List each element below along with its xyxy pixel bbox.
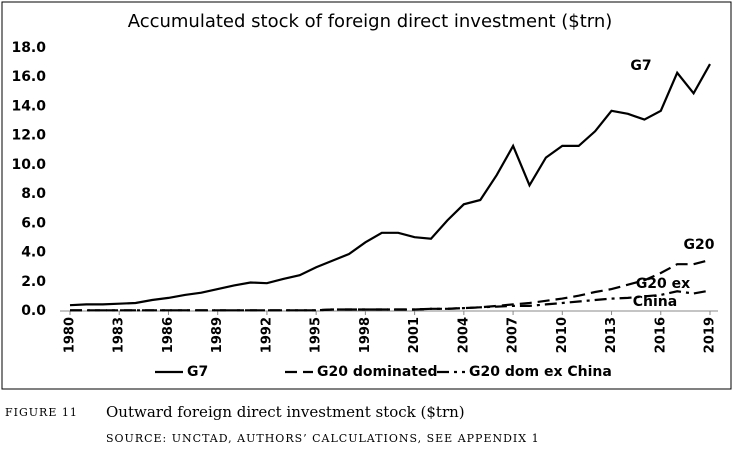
caption-text: Outward foreign direct investment stock … bbox=[106, 403, 465, 421]
x-tick-label: 2004 bbox=[456, 317, 471, 353]
y-tick-label: 2.0 bbox=[21, 274, 46, 290]
x-tick-label: 2007 bbox=[506, 317, 521, 353]
x-tick-label: 2001 bbox=[407, 317, 422, 353]
x-tick-label: 1998 bbox=[358, 317, 373, 353]
y-tick-label: 8.0 bbox=[21, 186, 46, 202]
y-tick-label: 0.0 bbox=[21, 303, 46, 319]
annotation: China bbox=[633, 294, 677, 310]
y-tick-label: 4.0 bbox=[21, 245, 46, 261]
figure-label: FIGURE 11 bbox=[5, 406, 78, 419]
y-tick-label: 16.0 bbox=[11, 69, 46, 85]
y-tick-label: 14.0 bbox=[11, 98, 46, 114]
legend-label: G20 dom ex China bbox=[469, 364, 612, 380]
legend-label: G20 dominated bbox=[317, 364, 438, 380]
y-tick-label: 18.0 bbox=[11, 40, 46, 56]
x-tick-label: 2016 bbox=[653, 317, 668, 353]
series-line bbox=[70, 289, 711, 312]
y-tick-label: 6.0 bbox=[21, 215, 46, 231]
x-tick-label: 2010 bbox=[555, 317, 570, 353]
chart-frame bbox=[1, 1, 732, 390]
x-tick-label: 1980 bbox=[63, 317, 78, 353]
chart-title: Accumulated stock of foreign direct inve… bbox=[128, 11, 613, 32]
annotation: G20 ex bbox=[636, 276, 690, 292]
x-tick-label: 1989 bbox=[210, 317, 225, 353]
legend-label: G7 bbox=[187, 364, 208, 380]
x-tick-label: 2019 bbox=[703, 317, 718, 353]
y-tick-label: 12.0 bbox=[11, 128, 46, 144]
annotation: G20 bbox=[684, 237, 715, 253]
series-line bbox=[69, 63, 711, 307]
x-tick-label: 1986 bbox=[161, 317, 176, 353]
annotation: G7 bbox=[630, 58, 651, 74]
x-tick-label: 1983 bbox=[112, 317, 127, 353]
y-tick-label: 10.0 bbox=[11, 157, 46, 173]
x-tick-label: 1992 bbox=[259, 317, 274, 353]
caption-source: SOURCE: UNCTAD, AUTHORS’ CALCULATIONS, S… bbox=[106, 432, 540, 445]
x-tick-label: 1995 bbox=[309, 317, 324, 353]
x-tick-label: 2013 bbox=[604, 317, 619, 353]
